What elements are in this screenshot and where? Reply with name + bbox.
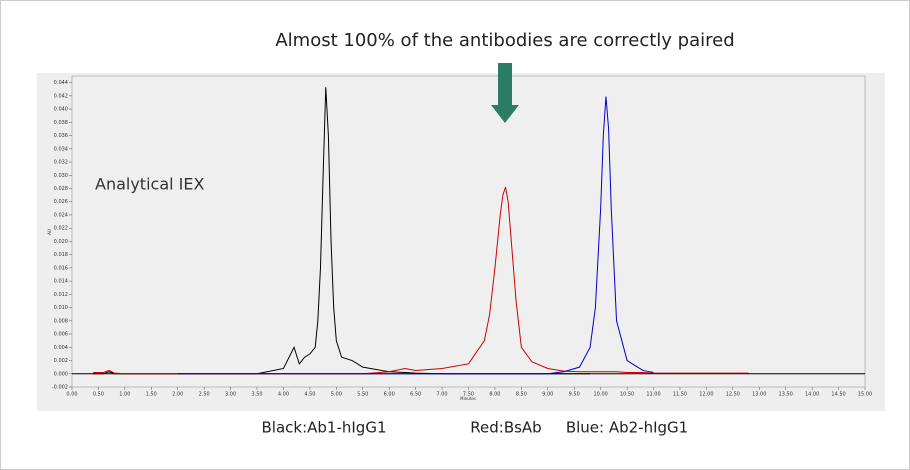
y-tick-label: 0.024 bbox=[54, 212, 68, 218]
y-tick-label: 0.014 bbox=[54, 279, 68, 285]
x-tick-label: 12.50 bbox=[726, 392, 740, 398]
x-tick-label: 4.00 bbox=[278, 392, 289, 398]
y-tick-label: 0.004 bbox=[54, 345, 68, 351]
x-tick-label: 5.00 bbox=[331, 392, 342, 398]
x-tick-label: 7.00 bbox=[436, 392, 447, 398]
x-tick-label: 14.00 bbox=[805, 392, 819, 398]
x-tick-label: 10.00 bbox=[594, 392, 608, 398]
y-tick-label: 0.018 bbox=[54, 252, 68, 258]
y-tick-label: 0.000 bbox=[54, 371, 68, 377]
x-tick-label: 15.00 bbox=[858, 392, 872, 398]
x-tick-label: 14.50 bbox=[831, 392, 845, 398]
y-tick-label: 0.036 bbox=[54, 133, 68, 139]
y-tick-label: 0.026 bbox=[54, 199, 68, 205]
x-tick-label: 13.50 bbox=[779, 392, 793, 398]
y-tick-label: 0.044 bbox=[54, 80, 68, 86]
x-tick-label: 8.00 bbox=[489, 392, 500, 398]
series-line bbox=[177, 96, 654, 375]
x-tick-label: 3.50 bbox=[251, 392, 262, 398]
x-axis-label: Minutes bbox=[460, 396, 476, 401]
y-axis-label: AU bbox=[47, 229, 52, 235]
y-tick-label: 0.016 bbox=[54, 265, 68, 271]
chart-title: Almost 100% of the antibodies are correc… bbox=[275, 30, 734, 51]
x-tick-label: 0.00 bbox=[66, 392, 77, 398]
legend-label: Red:BsAb bbox=[470, 419, 541, 437]
x-tick-label: 3.00 bbox=[225, 392, 236, 398]
y-tick-label: 0.028 bbox=[54, 186, 68, 192]
plot-area bbox=[71, 75, 866, 388]
y-tick-label: 0.020 bbox=[54, 239, 68, 245]
x-tick-label: 5.50 bbox=[357, 392, 368, 398]
y-tick-label: 0.042 bbox=[54, 93, 68, 99]
x-tick-label: 11.00 bbox=[646, 392, 660, 398]
x-tick-label: 8.50 bbox=[516, 392, 527, 398]
x-tick-label: 12.00 bbox=[699, 392, 713, 398]
y-tick-label: 0.032 bbox=[54, 160, 68, 166]
x-tick-label: 6.00 bbox=[384, 392, 395, 398]
x-tick-label: 6.50 bbox=[410, 392, 421, 398]
legend-label: Black:Ab1-hIgG1 bbox=[262, 419, 387, 437]
annotation: Analytical IEX bbox=[95, 175, 204, 194]
y-tick-label: 0.030 bbox=[54, 173, 68, 179]
x-tick-label: 9.50 bbox=[569, 392, 580, 398]
x-tick-label: 1.00 bbox=[119, 392, 130, 398]
x-tick-label: 0.50 bbox=[93, 392, 104, 398]
arrow bbox=[491, 63, 519, 123]
legend-label: Blue: Ab2-hIgG1 bbox=[566, 419, 688, 437]
x-tick-label: 11.50 bbox=[673, 392, 687, 398]
y-tick-label: -0.002 bbox=[52, 385, 68, 391]
x-tick-label: 4.50 bbox=[304, 392, 315, 398]
y-tick-label: 0.040 bbox=[54, 107, 68, 113]
x-tick-label: 7.50 bbox=[463, 392, 474, 398]
x-tick-label: 10.50 bbox=[620, 392, 634, 398]
x-tick-label: 2.50 bbox=[199, 392, 210, 398]
y-tick-label: 0.022 bbox=[54, 226, 68, 232]
y-tick-label: 0.006 bbox=[54, 332, 68, 338]
x-tick-label: 2.00 bbox=[172, 392, 183, 398]
x-tick-label: 13.00 bbox=[752, 392, 766, 398]
y-tick-label: 0.002 bbox=[54, 358, 68, 364]
x-tick-label: 1.50 bbox=[146, 392, 157, 398]
y-tick-label: 0.010 bbox=[54, 305, 68, 311]
x-tick-label: 9.00 bbox=[542, 392, 553, 398]
y-tick-label: 0.038 bbox=[54, 120, 68, 126]
y-tick-label: 0.034 bbox=[54, 146, 68, 152]
y-tick-label: 0.008 bbox=[54, 318, 68, 324]
y-tick-label: 0.012 bbox=[54, 292, 68, 298]
